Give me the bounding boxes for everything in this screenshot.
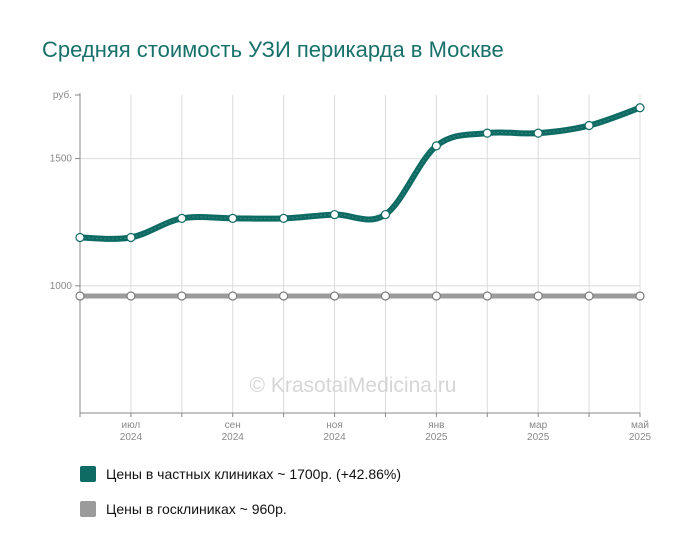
x-tick-label-year: 2025 [425,432,448,443]
x-tick-label-month: янв [428,420,444,431]
series-line-private [77,104,643,242]
data-point-private [329,209,340,220]
data-point-private [533,128,543,138]
data-point-public [533,291,543,301]
x-tick-label-year: 2024 [120,432,143,443]
data-point-private [177,213,187,223]
data-point-public [584,291,594,301]
data-point-private [126,232,136,243]
watermark-text: © KrasotaiMedicina.ru [250,374,457,397]
legend-item-private[interactable]: Цены в частных клиниках ~ 1700р. (+42.86… [80,465,401,483]
data-point-private [279,213,289,223]
chart-title: Средняя стоимость УЗИ перикарда в Москве [42,37,504,62]
data-point-public [329,291,340,301]
y-tick-label: руб. [53,89,72,101]
data-point-private [635,103,645,113]
data-point-public [279,291,289,301]
x-tick-label-month: мар [529,420,547,431]
x-tick-label-year: 2024 [222,432,245,443]
x-tick-label-year: 2024 [323,432,346,443]
legend-swatch-public [80,501,96,517]
data-point-private [228,213,238,223]
legend-swatch-private [80,466,96,482]
data-point-public [635,291,645,301]
x-tick-label-month: май [631,420,649,431]
data-point-public [482,291,492,301]
data-point-private [380,209,391,220]
data-point-public [126,291,136,301]
data-point-private [482,128,492,138]
data-point-public [177,291,187,301]
data-point-public [75,291,85,301]
data-point-public [431,291,441,301]
data-point-public [228,291,238,301]
legend-item-public[interactable]: Цены в госклиниках ~ 960р. [80,500,401,518]
chart-legend: Цены в частных клиниках ~ 1700р. (+42.86… [80,465,401,535]
legend-label-public: Цены в госклиниках ~ 960р. [106,501,287,517]
data-point-private [75,232,85,243]
x-tick-label-year: 2025 [527,432,550,443]
data-point-private [431,141,441,151]
x-tick-label-month: июл [122,420,141,431]
data-point-private [584,120,594,131]
data-point-public [380,291,391,301]
legend-label-private: Цены в частных клиниках ~ 1700р. (+42.86… [106,466,402,482]
y-tick-label: 1000 [50,281,73,292]
y-tick-label: 1500 [50,154,73,165]
x-tick-label-month: сен [225,420,241,431]
x-tick-label-month: ноя [326,420,343,431]
x-tick-label-year: 2025 [629,432,652,443]
